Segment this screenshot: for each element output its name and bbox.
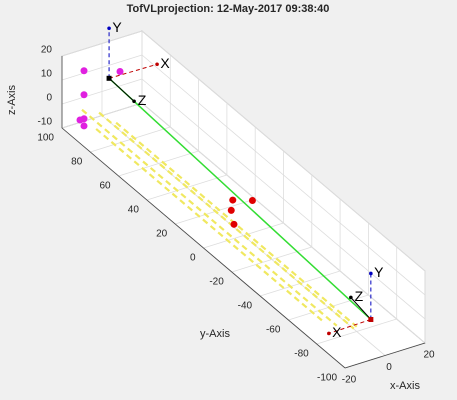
axis-line [61,127,346,369]
grid-line [141,78,426,320]
grid-line [141,54,426,296]
y-tick-label: -60 [266,325,281,336]
y-tick-label: 40 [128,205,140,216]
x-tick-label: 20 [423,350,435,361]
z-axis-label: z-Axis [6,85,18,115]
grid-line [231,246,312,273]
line [108,77,372,321]
y-tick-label: -100 [317,373,337,384]
y-tick-label: -20 [209,277,224,288]
grid-line [118,150,199,177]
line [98,111,355,330]
z-tick-label: 10 [41,69,53,80]
x-tick-label: 0 [386,362,392,373]
frame-axis [108,77,135,102]
frame-label: X [160,55,170,71]
z-tick-label: 0 [46,93,52,104]
y-tick-label: 100 [37,133,54,144]
frame-tip [369,271,373,276]
grid-line [61,30,143,57]
y-axis-label: y-Axis [200,328,230,340]
frame-origin [368,316,374,322]
frame-label: X [332,324,342,340]
frame-label: Z [355,288,364,304]
axis-line [344,342,426,369]
point [248,196,256,204]
z-tick-label: -10 [38,117,53,128]
frame-label: Y [112,19,122,35]
z-tick-label: 20 [41,45,53,56]
frame-tip [107,26,111,31]
frame-tip [132,99,136,104]
point [80,122,88,130]
y-tick-label: -80 [294,349,309,360]
x-axis-label: x-Axis [390,380,420,392]
frame-origin [106,75,112,81]
frame-label: Z [138,92,147,108]
point [80,91,88,99]
frame-axis [328,319,372,334]
frame-tip [155,62,159,67]
point [229,196,237,204]
point [116,67,124,75]
grid-line [141,30,426,272]
frame-tip [327,331,331,336]
frame-axis [350,297,372,320]
grid-line [141,102,426,344]
y-tick-label: -40 [238,301,253,312]
point [76,116,84,124]
line [115,121,358,328]
chart-title: TofVLprojection: 12-May-2017 09:38:40 [127,3,330,15]
y-tick-label: 20 [156,229,168,240]
y-tick-label: 0 [190,253,196,264]
point [230,220,238,228]
x-tick-label: -20 [342,375,357,386]
grid-line [316,318,397,345]
y-tick-label: 80 [71,157,83,168]
grid-line [61,54,143,81]
frame-axis [108,63,158,79]
point [80,67,88,75]
line [81,108,338,327]
grid-line [61,78,143,105]
frame-label: Y [374,264,384,280]
y-tick-label: 60 [99,181,111,192]
frame-tip [349,295,353,300]
point [227,206,235,214]
